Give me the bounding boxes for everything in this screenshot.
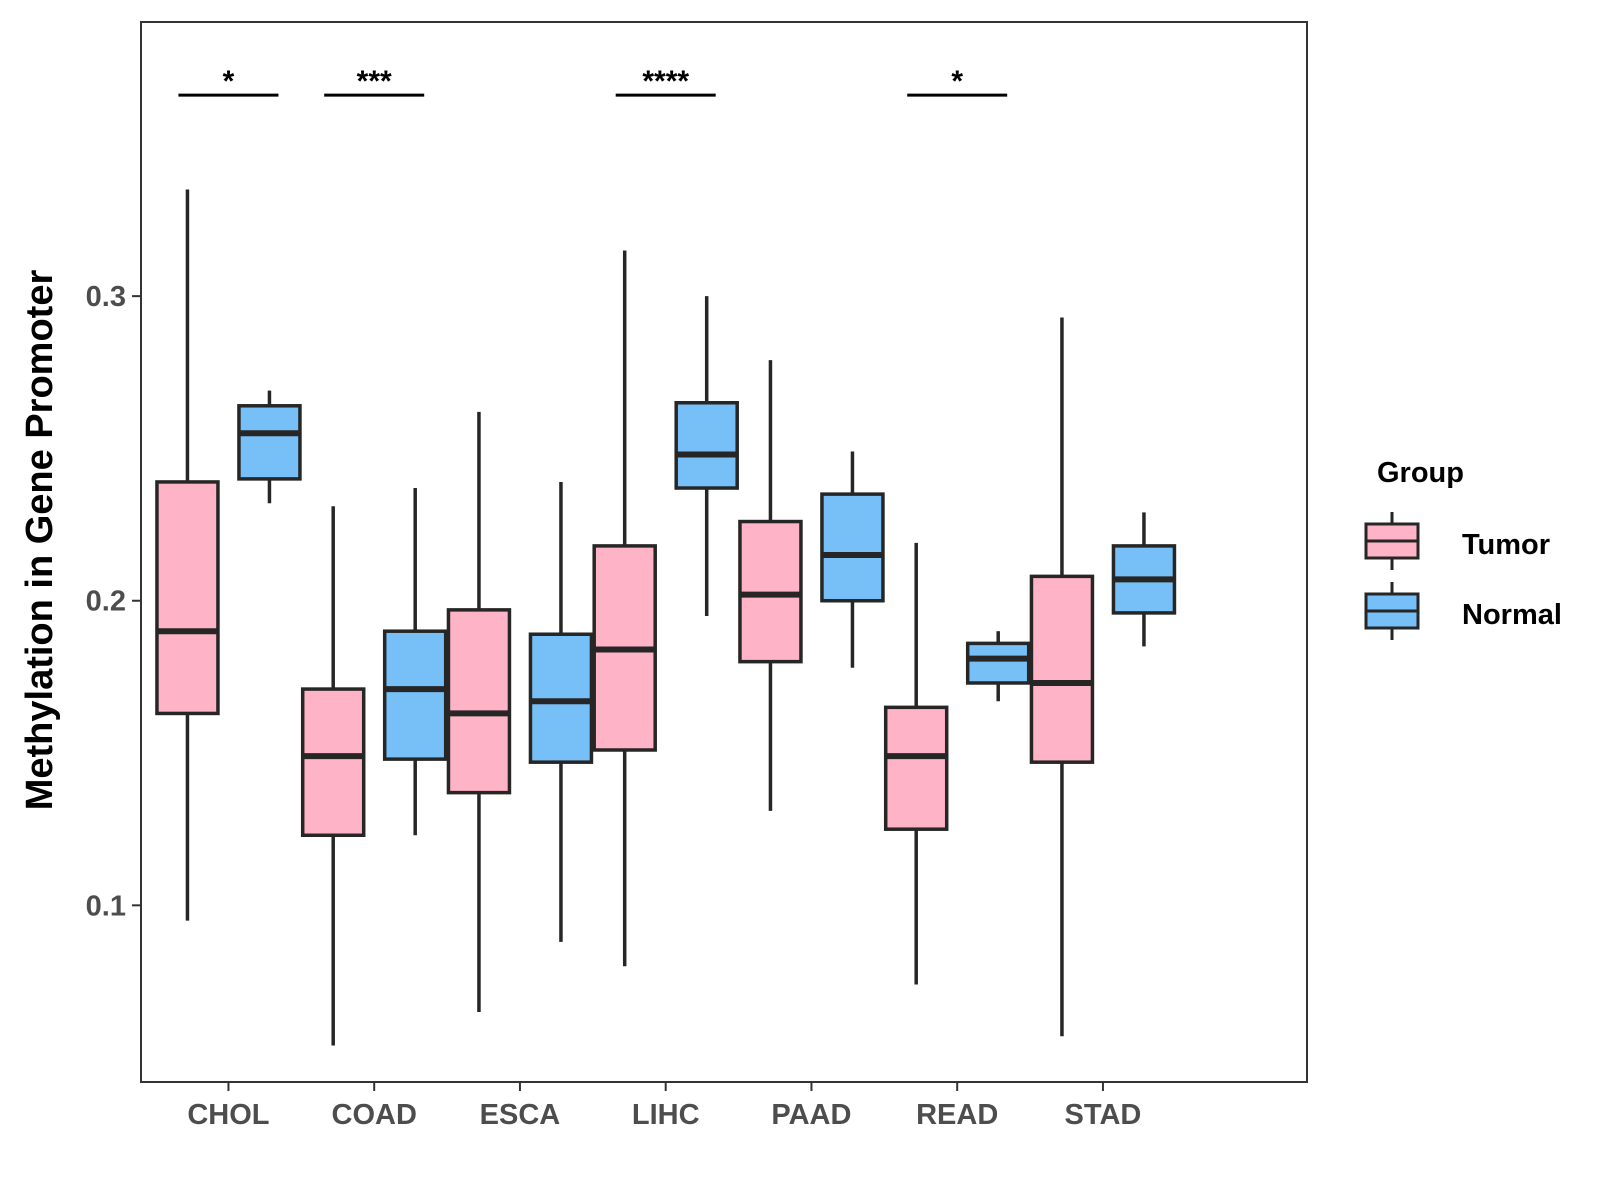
box-tumor-esca [446,608,512,795]
box-tumor-paad [738,519,803,664]
box-normal-lihc [674,400,739,490]
sig-label-coad: *** [357,65,392,98]
x-tick-label: ESCA [480,1099,561,1131]
box-normal-esca [528,632,594,764]
box-tumor-read [883,705,949,831]
y-tick-label: 0.3 [86,281,126,313]
box-tumor-coad [300,687,366,838]
sig-label-lihc: **** [642,65,689,98]
box-normal-read [965,641,1031,685]
box-tumor-chol [155,480,220,716]
x-tick-label: STAD [1065,1099,1142,1131]
sig-label-read: * [951,65,963,98]
sig-label-chol: * [223,65,235,98]
y-tick-label: 0.2 [86,586,126,618]
x-tick-label: READ [916,1099,998,1131]
panel-border [140,21,1308,1083]
x-tick-label: COAD [332,1099,417,1131]
box-normal-chol [237,404,302,481]
legend-title: Group [1377,457,1464,489]
x-tick-label: PAAD [771,1099,851,1131]
legend-label-tumor: Tumor [1462,529,1550,561]
legend-label-normal: Normal [1462,599,1562,631]
box-tumor-stad [1029,574,1095,764]
x-tick-label: CHOL [187,1099,269,1131]
x-tick-label: LIHC [632,1099,700,1131]
box-normal-paad [820,492,885,603]
legend: Group Tumor Normal [1364,457,1562,640]
box-normal-coad [382,629,448,761]
y-axis-title: Methylation in Gene Promoter [19,270,61,811]
y-tick-label: 0.1 [86,890,126,922]
